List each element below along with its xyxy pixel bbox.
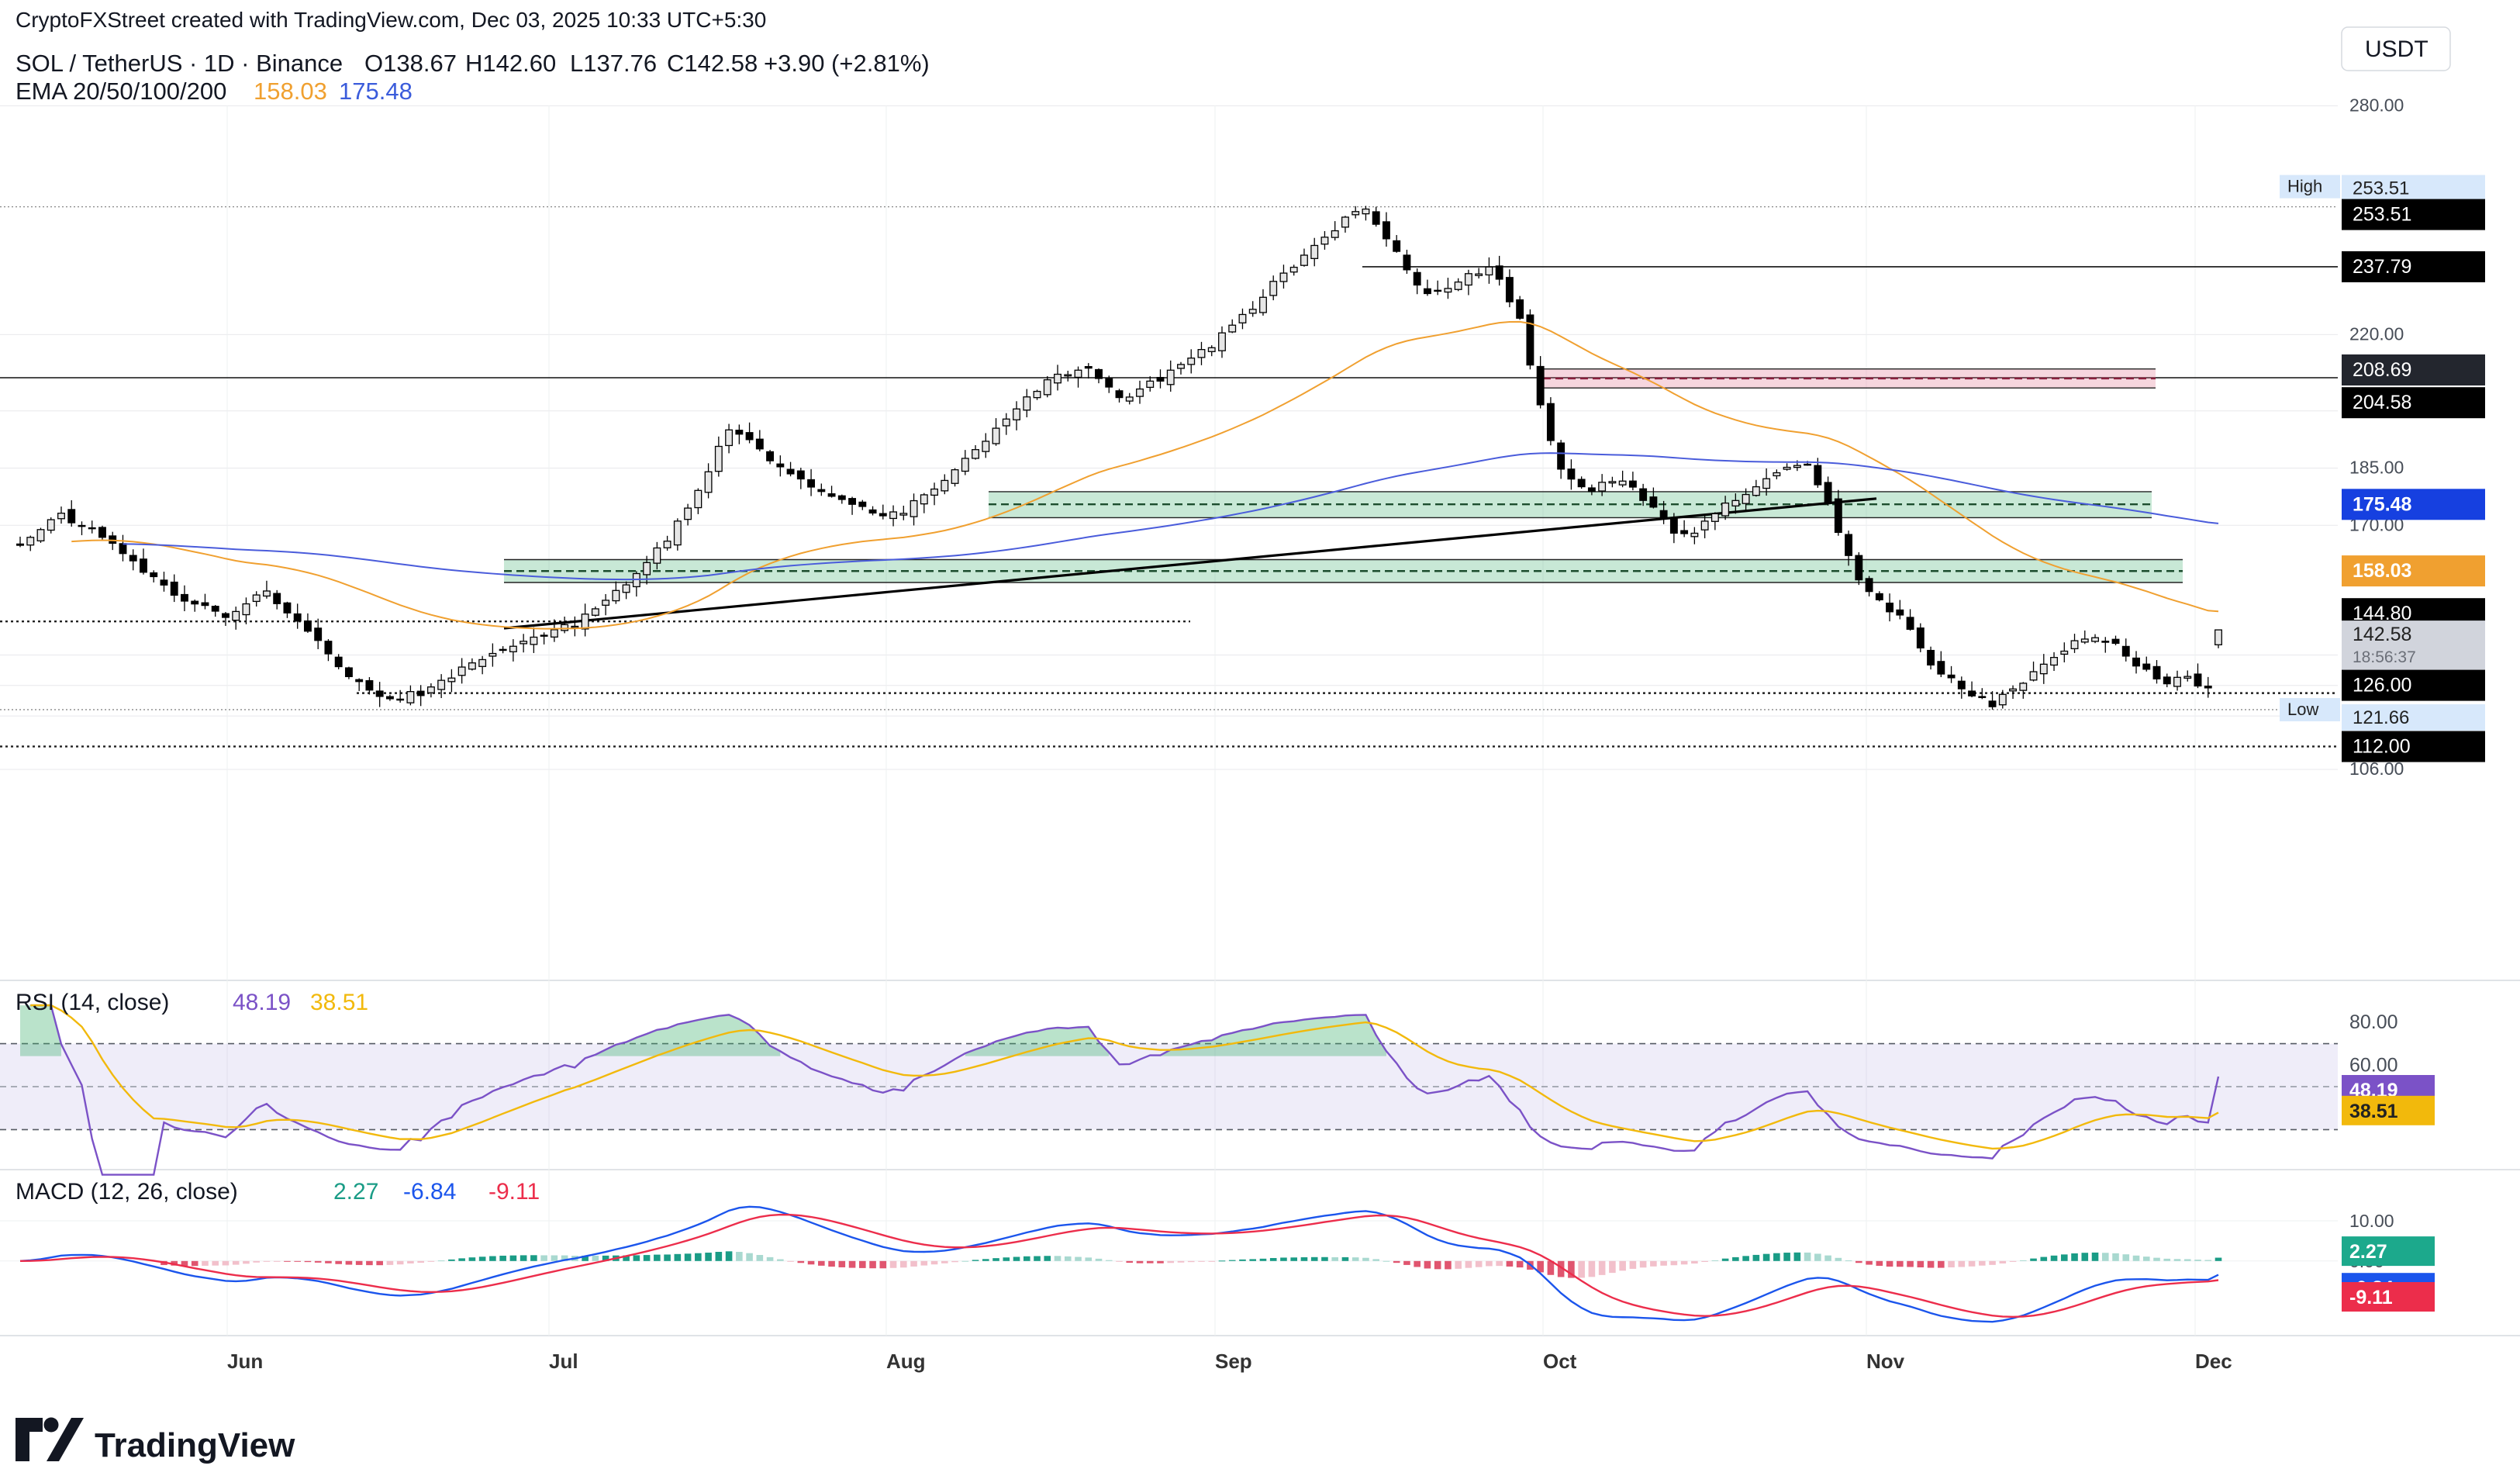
svg-text:175.48: 175.48 xyxy=(2353,493,2412,515)
svg-text:185.00: 185.00 xyxy=(2349,457,2404,477)
svg-text:RSI (14, close): RSI (14, close) xyxy=(16,990,169,1015)
svg-text:80.00: 80.00 xyxy=(2349,1011,2398,1033)
svg-text:Aug: Aug xyxy=(886,1350,926,1373)
svg-text:2.27: 2.27 xyxy=(333,1179,378,1205)
svg-text:EMA 20/50/100/200: EMA 20/50/100/200 xyxy=(16,78,226,105)
svg-text:60.00: 60.00 xyxy=(2349,1054,2398,1076)
svg-text:USDT: USDT xyxy=(2365,36,2429,62)
svg-text:48.19: 48.19 xyxy=(233,990,291,1015)
svg-text:208.69: 208.69 xyxy=(2353,359,2411,381)
svg-text:Oct: Oct xyxy=(1543,1350,1577,1373)
svg-text:10.00: 10.00 xyxy=(2349,1211,2394,1231)
svg-text:175.48: 175.48 xyxy=(339,78,413,105)
svg-text:H142.60: H142.60 xyxy=(465,50,556,77)
svg-text:-9.11: -9.11 xyxy=(488,1179,540,1205)
svg-text:Nov: Nov xyxy=(1866,1350,1905,1373)
svg-text:Jun: Jun xyxy=(227,1350,263,1373)
svg-text:+3.90 (+2.81%): +3.90 (+2.81%) xyxy=(764,50,930,77)
svg-text:142.58: 142.58 xyxy=(2353,624,2411,645)
svg-text:-9.11: -9.11 xyxy=(2349,1287,2393,1308)
svg-text:Sep: Sep xyxy=(1215,1350,1252,1373)
svg-text:CryptoFXStreet created with Tr: CryptoFXStreet created with TradingView.… xyxy=(16,8,766,32)
svg-text:Jul: Jul xyxy=(549,1350,578,1373)
svg-text:112.00: 112.00 xyxy=(2353,736,2411,758)
svg-text:O138.67: O138.67 xyxy=(364,50,457,77)
svg-text:L137.76: L137.76 xyxy=(570,50,657,77)
svg-text:253.51: 253.51 xyxy=(2353,204,2411,226)
svg-text:158.03: 158.03 xyxy=(254,78,327,105)
svg-text:38.51: 38.51 xyxy=(310,990,368,1015)
svg-text:Dec: Dec xyxy=(2195,1350,2232,1373)
svg-text:253.51: 253.51 xyxy=(2353,178,2409,199)
svg-text:High: High xyxy=(2287,177,2322,196)
svg-text:126.00: 126.00 xyxy=(2353,675,2411,697)
svg-text:204.58: 204.58 xyxy=(2353,392,2411,413)
svg-text:SOL / TetherUS · 1D · Binance: SOL / TetherUS · 1D · Binance xyxy=(16,50,343,77)
svg-text:220.00: 220.00 xyxy=(2349,323,2404,344)
svg-text:MACD (12, 26, close): MACD (12, 26, close) xyxy=(16,1179,238,1205)
svg-text:Low: Low xyxy=(2287,700,2318,719)
svg-text:18:56:37: 18:56:37 xyxy=(2353,648,2416,666)
svg-text:38.51: 38.51 xyxy=(2349,1101,2398,1122)
svg-text:C142.58: C142.58 xyxy=(667,50,758,77)
svg-text:237.79: 237.79 xyxy=(2353,256,2411,278)
svg-text:TradingView: TradingView xyxy=(95,1426,295,1464)
svg-text:-6.84: -6.84 xyxy=(403,1179,456,1205)
svg-text:121.66: 121.66 xyxy=(2353,707,2409,728)
svg-text:2.27: 2.27 xyxy=(2349,1241,2387,1263)
svg-text:280.00: 280.00 xyxy=(2349,95,2404,115)
svg-text:158.03: 158.03 xyxy=(2353,560,2411,582)
